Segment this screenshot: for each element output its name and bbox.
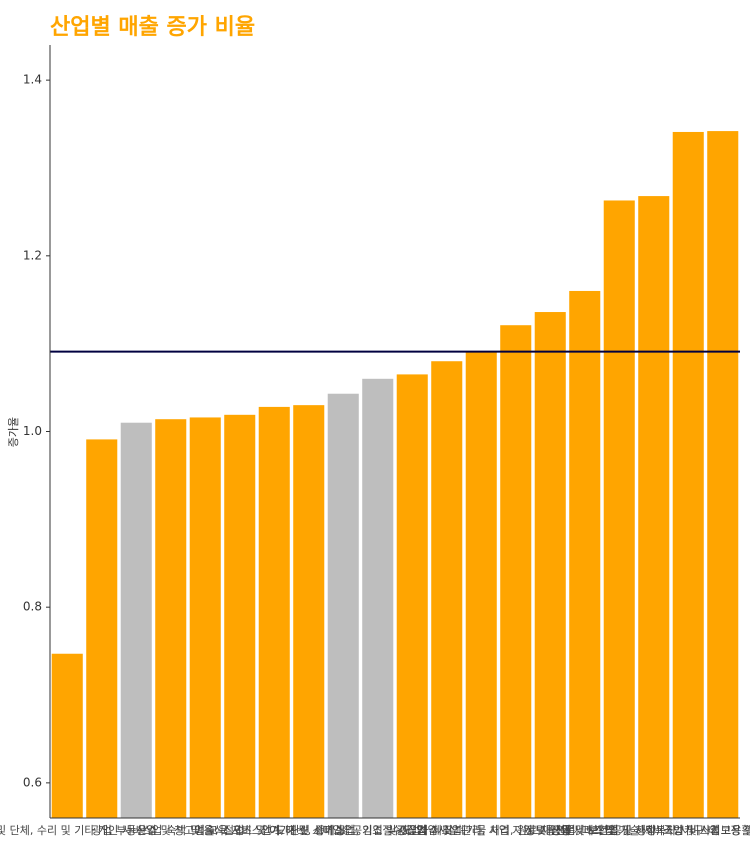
bar (120, 422, 152, 818)
bar (396, 374, 428, 818)
bar (465, 352, 497, 818)
bar (500, 325, 532, 818)
bar (672, 131, 704, 818)
bar (638, 196, 670, 818)
bar (293, 405, 325, 818)
x-tick-label: 건설업 (397, 824, 427, 837)
x-tick-label: 교육 서비스업 (208, 824, 272, 837)
x-tick-label: 수도, 하수 및 폐기물 처리, 원료 재생업 (391, 823, 571, 837)
bar (603, 200, 635, 819)
bar (569, 290, 601, 818)
bar (431, 361, 463, 818)
bar (327, 393, 359, 818)
x-tick-label: 사업시설 관리, 사업 지원 및 임대 서비스업 (417, 824, 614, 837)
y-axis-label: 증가율 (7, 417, 20, 447)
bar (258, 406, 290, 818)
y-tick-label: 1.0 (23, 424, 42, 438)
chart-title: 산업별 매출 증가 비율 (50, 15, 255, 40)
x-tick-label: 공공 행정, 국방 및 사회보장 행정 (612, 824, 750, 837)
bar (51, 653, 83, 818)
x-tick-label: 예술, 스포츠 및 여가관련 서비스업 (195, 824, 354, 837)
bar (155, 419, 187, 818)
x-tick-label: 숙박 및 음식점업 (166, 824, 244, 837)
y-tick-label: 0.6 (23, 775, 42, 789)
y-tick-label: 1.4 (23, 73, 42, 87)
x-tick-label: 정보통신업 (525, 824, 576, 837)
y-tick-label: 1.2 (23, 248, 42, 262)
x-tick-label: 광업 (92, 824, 112, 837)
x-tick-label: 가구 내 고용활동 (684, 823, 750, 837)
x-tick-label: 운수 및 창고업 (137, 824, 205, 837)
x-tick-label: 전기, 가스, 증기 및 공기조절 공급업 (260, 824, 426, 837)
x-tick-label: 보건업 및 사회복지 서비스업 (588, 824, 720, 837)
x-tick-label: 부동산업 (116, 824, 156, 837)
x-tick-label: 농업, 임업 및 어업 (335, 824, 420, 837)
bar (224, 414, 256, 818)
bar (707, 131, 739, 818)
bar (362, 378, 394, 818)
x-tick-label: 협회 및 단체, 수리 및 기타 개인 서비스업 (0, 824, 162, 837)
bar (189, 417, 221, 818)
x-tick-label: 제조업 (432, 824, 462, 837)
bar (86, 439, 118, 818)
bar (534, 312, 566, 818)
x-tick-label: 금융 및 보험업 (551, 824, 619, 837)
x-tick-label: 전문, 과학 및 기술 서비스업 (555, 824, 684, 837)
x-tick-label: 도매 및 소매업 (275, 824, 343, 837)
y-tick-label: 0.8 (23, 600, 42, 614)
